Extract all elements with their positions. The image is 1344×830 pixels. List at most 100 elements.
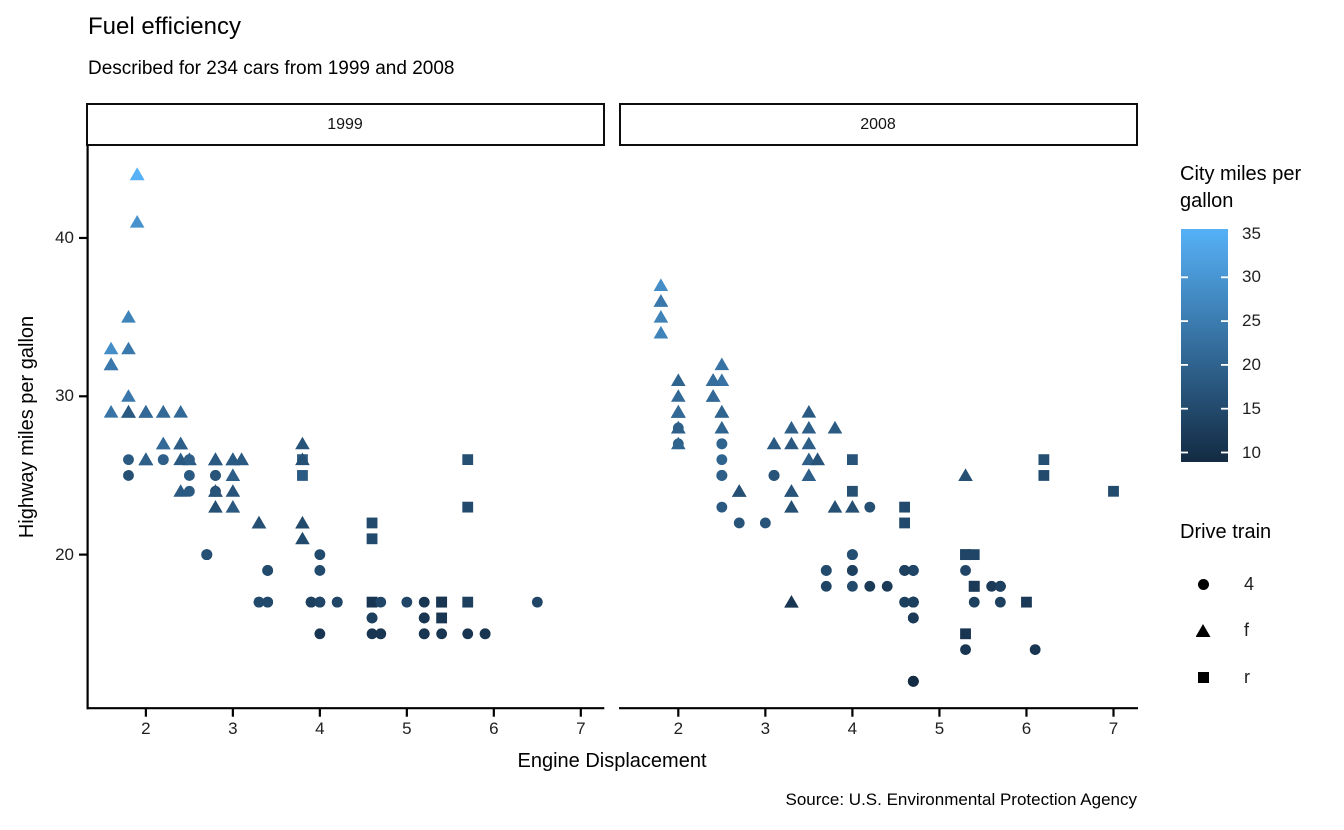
data-point [671,389,686,402]
x-tick-label: 3 [760,719,771,738]
data-point [846,454,858,466]
data-point [314,565,326,576]
data-point [103,341,119,355]
x-tick-label: 6 [489,719,499,738]
x-tick-label: 4 [847,719,858,738]
data-point [157,454,169,466]
data-point [295,515,310,529]
colorbar-tick-label: 30 [1242,267,1261,287]
data-point [1108,485,1119,497]
data-point [907,596,919,608]
data-point [208,500,223,513]
data-point [418,596,430,608]
data-point [820,565,832,576]
y-tick-label: 30 [55,386,74,406]
x-tick-label: 5 [402,719,412,738]
data-point [155,405,171,418]
data-point [994,596,1006,608]
data-point [366,517,378,529]
data-point [716,438,728,450]
data-point [960,549,971,561]
data-point [846,485,858,497]
data-point [899,501,911,513]
data-point [173,405,188,418]
colorbar-legend-title: City miles per gallon [1180,163,1302,212]
data-point [714,357,730,371]
data-point [899,596,911,608]
data-point [731,484,747,497]
colorbar-tick-label: 35 [1242,223,1261,243]
data-point [716,501,728,513]
data-point [1038,470,1050,481]
data-point [784,595,799,608]
data-point [671,373,686,386]
data-point [121,310,136,323]
data-point [801,405,817,418]
facet-label-1999: 1999 [327,115,363,133]
data-point [716,470,728,481]
data-point [881,580,893,592]
data-point [103,357,119,371]
data-point [716,454,728,466]
data-point [671,405,686,418]
shape-legend-title: Drive train [1180,521,1272,543]
data-point [121,405,136,418]
data-point [138,405,154,418]
data-point [968,596,980,608]
legend-entry-label: 4 [1244,573,1255,594]
data-point [262,596,274,608]
data-point [653,310,669,323]
data-point [436,596,448,608]
data-point [305,596,317,608]
x-tick-label: 7 [576,719,586,738]
data-point [958,468,973,481]
data-point [366,596,378,608]
data-point [907,675,919,687]
legend-entry-4: 4 [1180,571,1254,597]
data-point [295,436,310,450]
data-point [864,501,876,513]
data-point [820,580,832,592]
data-point [121,389,136,402]
data-point [295,531,310,545]
data-point [714,420,730,434]
data-point [899,517,911,529]
data-point [123,470,134,481]
x-tick-label: 5 [934,719,945,738]
data-point [225,452,241,466]
data-point [801,468,817,481]
legend-entry-label: f [1244,620,1250,640]
chart-title: Fuel efficiency [88,13,241,40]
data-point [784,500,799,513]
data-point [103,405,119,418]
data-point [183,454,195,466]
data-point [225,484,241,497]
data-point [208,484,223,497]
x-tick-label: 3 [228,719,238,738]
colorbar-tick-label: 15 [1242,398,1261,418]
data-point [295,452,310,466]
data-point [714,405,730,418]
colorbar-tick-label: 25 [1242,311,1261,331]
data-point [705,389,721,402]
data-point [960,628,971,640]
data-point [653,278,669,291]
chart-caption: Source: U.S. Environmental Protection Ag… [785,790,1137,809]
y-tick-label: 20 [55,544,74,564]
data-point [994,580,1006,592]
data-point [827,500,843,513]
data-point [733,517,745,529]
data-point [366,628,378,640]
data-point [801,436,817,450]
data-point [462,596,474,608]
data-point [314,596,326,608]
data-point [225,500,241,513]
data-point [784,484,799,497]
legend-entry-r: r [1180,664,1250,690]
data-point [208,452,223,466]
data-point [251,515,267,529]
data-point [183,470,195,481]
data-point [366,533,378,545]
